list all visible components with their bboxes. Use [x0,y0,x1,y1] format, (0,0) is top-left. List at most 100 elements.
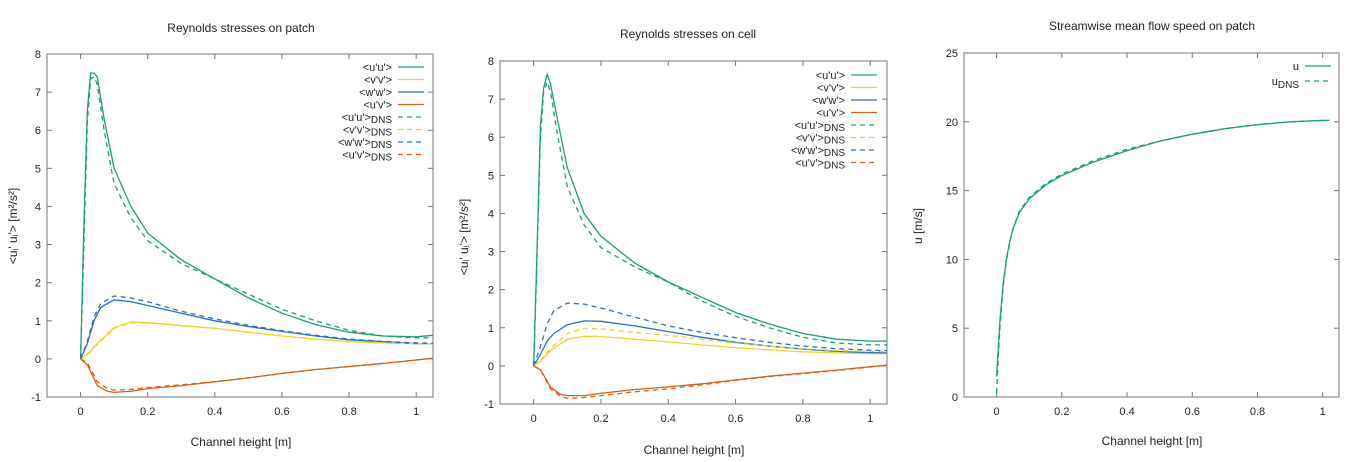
series-line [533,302,888,367]
legend-entry: <v'v'> [364,75,392,87]
x-tick-label: 0.4 [1119,406,1134,418]
y-tick-label: 20 [946,117,958,129]
legend: <u'u'><v'v'><w'w'><u'v'><u'u'>DNS<v'v'>D… [791,70,877,172]
series-line [533,335,887,367]
legend-entry: <u'v'> [363,100,392,112]
y-tick-label: 2 [488,285,494,297]
series-line [80,357,434,391]
series-line [533,72,887,366]
legend-entry: <w'w'> [359,87,392,99]
series-line [79,72,434,359]
y-tick-label: -1 [484,399,494,411]
x-axis-label: Channel height [m] [1102,434,1203,448]
x-tick-label: 0.6 [1185,406,1200,418]
x-tick-label: 1 [867,413,873,425]
y-tick-label: 1 [35,316,41,328]
x-tick-label: 1 [1320,406,1326,418]
y-tick-label: 4 [488,208,494,220]
series-line [533,80,887,366]
series-line [533,364,888,399]
x-tick-label: 0.6 [274,406,289,418]
y-tick-label: 6 [488,132,494,144]
series-line [80,299,433,360]
y-tick-label: 7 [488,94,494,106]
legend-entry: uDNS [1272,76,1300,91]
legend-entry: <w'w'>DNS [338,137,392,151]
x-tick-label: 0.8 [1250,406,1265,418]
legend-entry: <u'u'>DNS [342,112,393,126]
chart-streamwise-speed: Streamwise mean flow speed on patch 0510… [911,19,1340,448]
legend-entry: <u'v'> [816,108,845,120]
y-tick-label: 1 [488,323,494,335]
chart-reynolds-cell: Reynolds stresses on cell -1 0 1 2 3 4 5 6 7 8 0 0.… [457,27,888,457]
legend-entry: <v'v'>DNS [796,133,846,147]
y-tick-label: 10 [946,254,958,266]
y-tick-label: 5 [952,323,958,335]
y-tick-label: 8 [488,56,494,68]
y-tick-label: 25 [946,48,958,60]
y-tick-label: -1 [31,392,41,404]
y-axis-label: <uᵢ' uᵢ'> [m²/s²] [457,199,471,275]
series-line [79,75,433,359]
chart-title: Reynolds stresses on cell [620,27,756,41]
legend-entry: <u'v'>DNS [795,158,845,172]
y-tick-label: 5 [35,163,41,175]
legend-entry: <u'u'>DNS [795,120,846,134]
x-tick-label: 0.2 [140,406,155,418]
x-tick-label: 1 [413,406,419,418]
legend-entry: <v'v'> [817,83,845,95]
x-axis-label: Channel height [m] [644,443,745,457]
x-tick-label: 0.8 [341,406,356,418]
x-tick-label: 0.8 [795,413,810,425]
x-tick-label: 0.6 [728,413,743,425]
legend-entry: u [1293,61,1299,73]
x-tick-label: 0 [78,406,84,418]
plot-frame [46,53,434,398]
legend-entry: <v'v'>DNS [343,125,393,139]
y-tick-label: 0 [488,361,494,373]
x-tick-label: 0.4 [661,413,676,425]
y-tick-label: 3 [35,240,41,252]
x-axis-label: Channel height [m] [191,435,292,449]
series-line [995,119,1330,377]
y-tick-label: 15 [946,186,958,198]
y-tick-label: 5 [488,170,494,182]
y-tick-label: 0 [952,392,958,404]
legend-entry: <u'v'>DNS [342,150,392,164]
series-line [533,364,888,397]
legend-entry: <w'w'> [812,95,845,107]
chart-title: Streamwise mean flow speed on patch [1049,19,1255,33]
chart-title: Reynolds stresses on patch [167,21,314,35]
plot-area: 0 5 10 15 20 25 0 0.2 0.4 0.6 0.8 1 u uDNS [946,48,1340,418]
legend-entry: <u'u'> [816,70,845,82]
x-tick-label: 0.2 [1054,406,1069,418]
series-line [533,327,887,367]
series-line [995,119,1330,393]
y-axis-label: u [m/s] [911,208,925,244]
x-tick-label: 0 [531,413,537,425]
legend: u uDNS [1272,61,1331,91]
plot-frame [963,52,1340,398]
x-tick-label: 0.2 [593,413,608,425]
y-tick-label: 4 [35,201,41,213]
series-line [533,320,888,367]
y-tick-label: 7 [35,87,41,99]
legend-entry: <w'w'>DNS [791,145,845,159]
y-tick-label: 2 [35,278,41,290]
x-tick-label: 0 [994,406,1000,418]
y-tick-label: 0 [35,354,41,366]
series-line [80,322,433,360]
y-tick-label: 6 [35,125,41,137]
plot-frame [499,60,888,405]
y-tick-label: 3 [488,247,494,259]
chart-reynolds-patch: Reynolds stresses on patch -1 0 1 2 3 4 5 6 7 8 0 0… [6,21,434,449]
y-tick-label: 8 [35,49,41,61]
x-tick-label: 0.4 [207,406,222,418]
legend: <u'u'><v'v'><w'w'><u'v'><u'u'>DNS<v'v'>D… [338,62,424,164]
legend-entry: <u'u'> [363,62,392,74]
y-axis-label: <uᵢ' uᵢ'> [m²/s²] [6,188,20,264]
